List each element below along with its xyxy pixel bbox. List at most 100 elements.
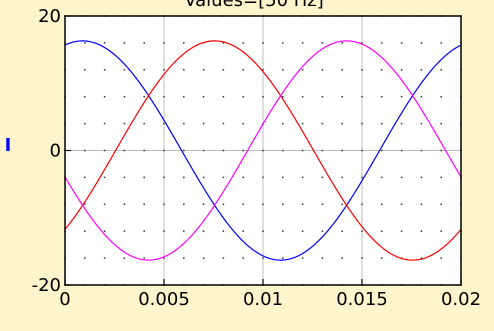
- grid-dot: [123, 149, 126, 152]
- grid-dot: [84, 69, 86, 71]
- grid-dot: [123, 257, 126, 259]
- series-line-1: [64, 40, 462, 261]
- grid-dot: [341, 122, 343, 125]
- y-axis-label-fragment: I: [5, 135, 12, 156]
- grid-dot: [242, 95, 244, 98]
- grid-dot: [103, 42, 106, 44]
- grid-dot: [222, 203, 225, 206]
- grid-dot: [420, 230, 423, 232]
- grid-dot: [400, 176, 403, 179]
- grid-dot: [202, 69, 205, 71]
- grid-dot: [361, 203, 363, 206]
- grid-dot: [381, 230, 383, 232]
- grid-dot: [262, 203, 264, 206]
- grid-dot: [123, 69, 126, 71]
- grid-dot: [282, 176, 284, 179]
- x-tick-label: 0.005: [138, 289, 190, 310]
- grid-dot: [123, 230, 126, 232]
- grid-dot: [400, 203, 403, 206]
- grid-dot: [242, 230, 244, 232]
- grid-dot: [440, 69, 442, 71]
- grid-dot: [84, 42, 86, 44]
- grid-dot: [381, 122, 383, 125]
- grid-dot: [242, 257, 244, 259]
- grid-dot: [202, 230, 205, 232]
- y-tick-label: 0: [50, 141, 61, 162]
- grid-dot: [222, 122, 225, 125]
- grid-dot: [163, 42, 165, 44]
- grid-dot: [301, 176, 304, 179]
- grid-dot: [321, 95, 324, 98]
- grid-dot: [143, 42, 145, 44]
- grid-dot: [242, 149, 244, 152]
- grid-dot: [84, 203, 86, 206]
- grid-dot: [163, 176, 165, 179]
- grid-dot: [361, 257, 363, 259]
- grid-dot: [381, 95, 383, 98]
- grid-dot: [242, 122, 244, 125]
- grid-dot: [400, 122, 403, 125]
- grid-dot: [143, 149, 145, 152]
- grid-dot: [420, 95, 423, 98]
- grid-dot: [381, 257, 383, 259]
- grid-dot: [341, 95, 343, 98]
- grid-dot: [381, 203, 383, 206]
- grid-dot: [282, 230, 284, 232]
- grid-dot: [222, 257, 225, 259]
- grid-dot: [103, 230, 106, 232]
- grid-dot: [143, 69, 145, 71]
- grid-dot: [400, 230, 403, 232]
- grid-dot: [222, 230, 225, 232]
- grid-dot: [183, 95, 185, 98]
- grid-dot: [282, 149, 284, 152]
- grid-dot: [420, 176, 423, 179]
- grid-dot: [222, 95, 225, 98]
- grid-dot: [282, 203, 284, 206]
- grid-dot: [242, 42, 244, 44]
- grid-dot: [183, 203, 185, 206]
- grid-dot: [282, 69, 284, 71]
- grid-dot: [183, 257, 185, 259]
- grid-dot: [183, 230, 185, 232]
- grid-dot: [143, 257, 145, 259]
- grid-dot: [321, 69, 324, 71]
- grid-dot: [84, 257, 86, 259]
- chart-title: Values=[50 Hz]: [184, 0, 324, 11]
- grid-dot: [183, 149, 185, 152]
- grid-dot: [262, 42, 264, 44]
- grid-dot: [202, 95, 205, 98]
- grid-dot: [262, 257, 264, 259]
- grid-dot: [143, 122, 145, 125]
- grid-dot: [202, 176, 205, 179]
- grid-dot: [321, 176, 324, 179]
- grid-dot: [202, 257, 205, 259]
- grid-dot: [163, 69, 165, 71]
- grid-dot: [202, 122, 205, 125]
- grid-dot: [123, 42, 126, 44]
- x-tick-label: 0.02: [441, 289, 481, 310]
- grid-dot: [84, 176, 86, 179]
- grid-dot: [143, 95, 145, 98]
- grid-dot: [361, 230, 363, 232]
- grid-dot: [321, 42, 324, 44]
- grid-dot: [440, 42, 442, 44]
- y-tick-label: 20: [38, 6, 61, 27]
- grid-dot: [420, 122, 423, 125]
- grid-dot: [282, 257, 284, 259]
- grid-dot: [301, 203, 304, 206]
- grid-dot: [163, 122, 165, 125]
- grid-dot: [341, 176, 343, 179]
- grid-dot: [301, 42, 304, 44]
- grid-dot: [440, 95, 442, 98]
- grid-dot: [361, 69, 363, 71]
- grid-dot: [282, 122, 284, 125]
- grid-dot: [262, 176, 264, 179]
- grid-dot: [262, 95, 264, 98]
- x-tick-label: 0: [59, 289, 70, 310]
- grid-dot: [123, 95, 126, 98]
- grid-dot: [420, 203, 423, 206]
- grid-dot: [341, 42, 343, 44]
- grid-dot: [163, 203, 165, 206]
- grid-dot: [262, 69, 264, 71]
